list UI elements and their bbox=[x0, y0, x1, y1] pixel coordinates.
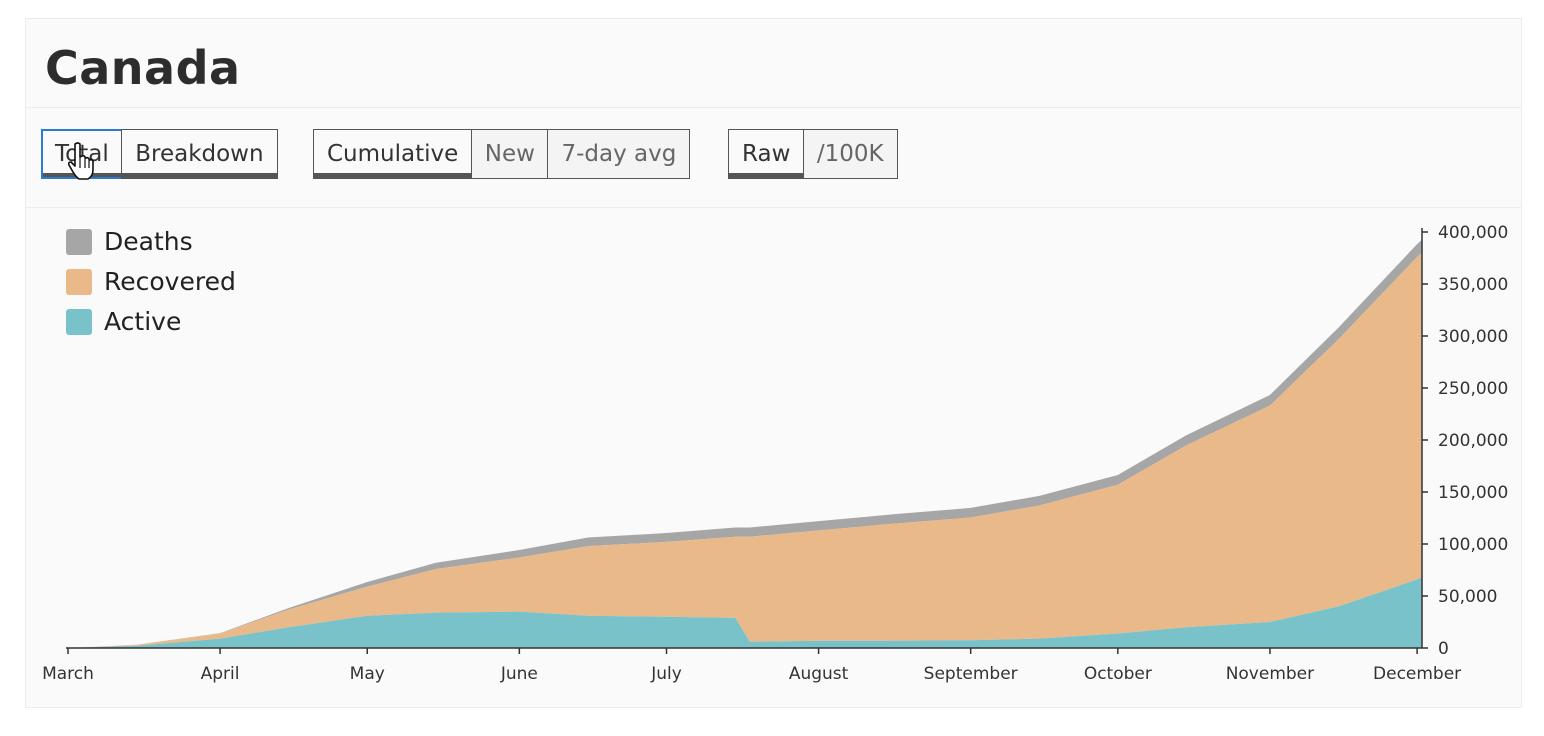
raw-button[interactable]: Raw bbox=[728, 129, 805, 179]
breakdown-button[interactable]: Breakdown bbox=[121, 129, 278, 179]
y-tick-label-8: 400,000 bbox=[1438, 223, 1508, 243]
legend-label-deaths: Deaths bbox=[104, 227, 193, 256]
seven-day-avg-button[interactable]: 7-day avg bbox=[547, 129, 691, 179]
per-100k-button[interactable]: /100K bbox=[802, 129, 898, 179]
chart-areas bbox=[68, 239, 1422, 649]
chart-axes: March April May June July August September Octo… bbox=[42, 223, 1508, 684]
x-tick-label-august: August bbox=[789, 664, 849, 684]
scale-mode-group: Raw /100K bbox=[728, 129, 898, 179]
legend-swatch-deaths bbox=[66, 229, 92, 255]
legend-swatch-recovered bbox=[66, 269, 92, 295]
cumulative-button[interactable]: Cumulative bbox=[313, 129, 473, 179]
x-tick-label-april: April bbox=[201, 664, 240, 684]
recovered-area bbox=[68, 252, 1422, 649]
header-divider bbox=[26, 107, 1521, 108]
x-tick-label-december: December bbox=[1373, 664, 1461, 684]
time-mode-group: Cumulative New 7-day avg bbox=[313, 129, 691, 179]
active-area bbox=[68, 577, 1422, 648]
x-tick-label-june: June bbox=[500, 664, 538, 684]
toolbar-divider bbox=[26, 207, 1521, 208]
x-tick-label-october: October bbox=[1084, 664, 1152, 684]
x-tick-label-july: July bbox=[650, 664, 682, 684]
legend-label-recovered: Recovered bbox=[104, 267, 236, 296]
legend-label-active: Active bbox=[104, 307, 182, 336]
x-tick-label-may: May bbox=[350, 664, 385, 684]
x-tick-label-march: March bbox=[42, 664, 94, 684]
legend-swatch-active bbox=[66, 309, 92, 335]
x-tick-label-september: September bbox=[924, 664, 1018, 684]
page-title: Canada bbox=[45, 41, 241, 95]
y-tick-label-4: 200,000 bbox=[1438, 431, 1508, 451]
y-tick-label-6: 300,000 bbox=[1438, 327, 1508, 347]
y-tick-label-3: 150,000 bbox=[1438, 483, 1508, 503]
x-tick-label-november: November bbox=[1226, 664, 1314, 684]
y-tick-label-1: 50,000 bbox=[1438, 587, 1497, 607]
y-tick-label-2: 100,000 bbox=[1438, 535, 1508, 555]
y-tick-label-5: 250,000 bbox=[1438, 379, 1508, 399]
new-button[interactable]: New bbox=[470, 129, 549, 179]
y-tick-label-0: 0 bbox=[1438, 639, 1449, 659]
y-tick-label-7: 350,000 bbox=[1438, 275, 1508, 295]
